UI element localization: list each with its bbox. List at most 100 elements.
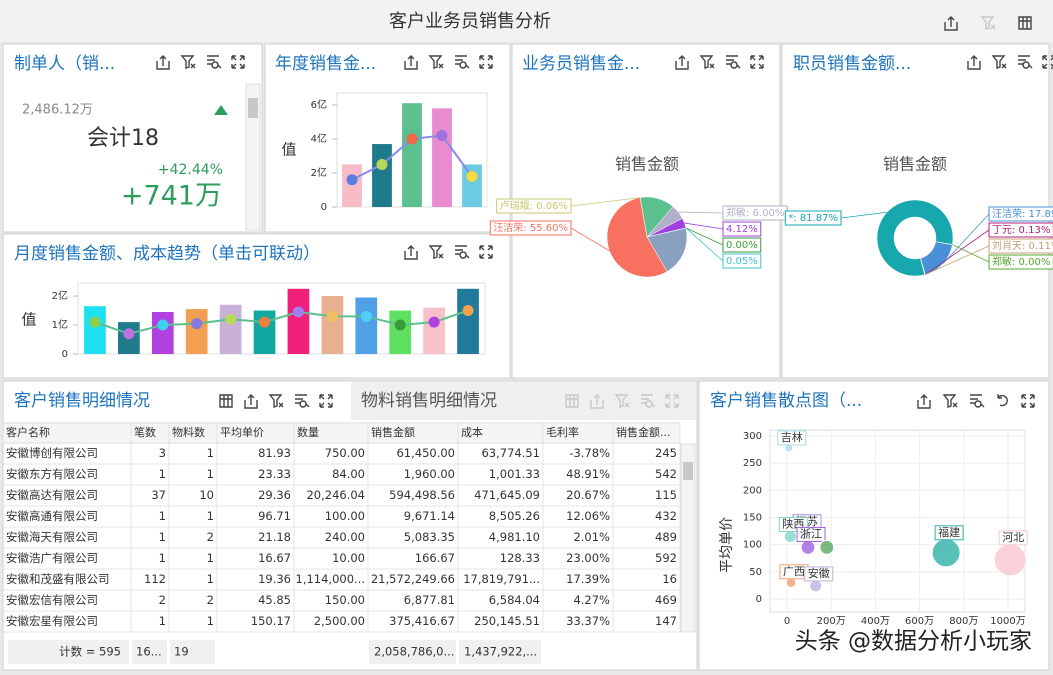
toolbar-icon[interactable]: [641, 394, 656, 408]
line-marker: [394, 319, 406, 331]
table-cell: 6,877.81: [404, 593, 455, 607]
toolbar-icon[interactable]: [565, 394, 579, 408]
bar: [185, 309, 208, 354]
line-marker: [462, 305, 474, 317]
table-cell: 4,981.10: [489, 530, 540, 544]
x-tick-label: 0: [784, 616, 790, 627]
bubble-label-box: [777, 430, 807, 446]
panel-title: 客户销售明细情况: [14, 391, 150, 411]
bubble-label-box: [804, 566, 834, 582]
toolbar-icon[interactable]: [455, 245, 470, 259]
toolbar-icon[interactable]: [219, 394, 233, 408]
table-cell: 250,145.51: [474, 614, 540, 628]
pie-slice[interactable]: [646, 227, 688, 272]
table-cell: 9,671.14: [404, 509, 455, 523]
panel-title: 月度销售金额、成本趋势（单击可联动）: [14, 244, 320, 264]
bar: [402, 103, 422, 207]
table-scrollbar[interactable]: [680, 443, 696, 633]
toolbar-icon[interactable]: [455, 55, 470, 69]
toolbar-icon[interactable]: [1042, 55, 1053, 69]
toolbar-icon[interactable]: [244, 394, 258, 409]
slice-label: 0.00%: [726, 240, 758, 251]
toolbar-icon[interactable]: [1021, 394, 1035, 408]
toolbar-icon[interactable]: [917, 394, 931, 409]
toolbar-icon[interactable]: [944, 16, 958, 31]
toolbar-icon[interactable]: [295, 394, 310, 408]
toolbar-icon[interactable]: [997, 394, 1008, 407]
toolbar-icon[interactable]: [428, 55, 444, 69]
bar: [355, 297, 378, 354]
toolbar-icon[interactable]: [428, 245, 444, 259]
pie-slice[interactable]: [606, 197, 668, 278]
toolbar-icon[interactable]: [404, 245, 418, 260]
toolbar-icon[interactable]: [479, 245, 493, 259]
pie-title: 销售金额: [615, 155, 679, 174]
toolbar-icon[interactable]: [404, 55, 418, 70]
scrollbar[interactable]: [245, 83, 261, 231]
footer-cell: 1,437,922,...: [464, 645, 537, 659]
toolbar-icon[interactable]: [675, 55, 689, 70]
pie-slice[interactable]: [876, 199, 954, 277]
line-marker: [428, 316, 440, 328]
table-scrollbar-thumb[interactable]: [683, 462, 693, 480]
toolbar-icon[interactable]: [970, 394, 985, 408]
toolbar-icon[interactable]: [207, 55, 222, 69]
toolbar-icon[interactable]: [479, 55, 493, 69]
toolbar-icon[interactable]: [614, 394, 630, 408]
tab-title[interactable]: 物料销售明细情况: [361, 391, 497, 411]
kpi-up-arrow: [214, 105, 228, 115]
leader-line: [570, 197, 641, 207]
toolbar-icon[interactable]: [319, 394, 333, 408]
table-cell: 1,001.33: [489, 467, 540, 481]
line-marker: [360, 310, 372, 322]
plot-frame: [769, 429, 1026, 613]
line-marker: [191, 318, 203, 330]
leader-line: [942, 213, 990, 264]
bubble-label-box: [998, 530, 1028, 546]
toolbar-icon[interactable]: [942, 394, 958, 408]
bubble[interactable]: [819, 539, 835, 555]
column-header: 销售金额: [371, 425, 415, 439]
bubble[interactable]: [809, 579, 823, 593]
table-cell: 8,505.26: [489, 509, 540, 523]
toolbar-icon[interactable]: [750, 55, 764, 69]
column-header: 毛利率: [546, 425, 579, 439]
toolbar-icon[interactable]: [980, 16, 996, 30]
plot-frame: [77, 282, 486, 355]
leader-line: [685, 227, 724, 262]
slice-label-box: [784, 210, 842, 226]
toolbar-icon[interactable]: [156, 55, 170, 70]
toolbar-icon[interactable]: [231, 55, 245, 69]
pie-slice[interactable]: [935, 241, 953, 245]
watermark: 头条 @数据分析小玩家: [795, 629, 1032, 655]
slice-label-box: [722, 237, 762, 253]
toolbar-icon[interactable]: [967, 55, 981, 70]
bubble[interactable]: [783, 529, 797, 543]
toolbar-icon[interactable]: [268, 394, 284, 408]
toolbar-icon[interactable]: [1018, 55, 1033, 69]
bubble-label: 浙江: [800, 527, 822, 540]
toolbar-icon[interactable]: [726, 55, 741, 69]
line-marker: [406, 133, 418, 145]
footer-cell-bg: [459, 640, 541, 664]
toolbar-icon[interactable]: [699, 55, 715, 69]
tab-inactive[interactable]: [351, 382, 696, 420]
kpi-label: 会计18: [87, 126, 159, 151]
bubble[interactable]: [800, 539, 816, 555]
bubble[interactable]: [993, 543, 1027, 577]
toolbar-icon[interactable]: [180, 55, 196, 69]
table-cell: 2: [207, 593, 214, 607]
bar: [457, 288, 479, 354]
line-marker: [225, 313, 237, 325]
slice-label: *: 81.87%: [788, 213, 838, 224]
table-cell: 81.93: [258, 446, 291, 460]
table-cell: 592: [655, 551, 677, 565]
toolbar-icon[interactable]: [665, 394, 679, 408]
scrollbar-thumb[interactable]: [248, 98, 258, 118]
y-tick-label: 2亿: [52, 289, 68, 302]
bubble[interactable]: [931, 538, 961, 568]
toolbar-icon[interactable]: [991, 55, 1007, 69]
toolbar-icon[interactable]: [1018, 16, 1032, 30]
footer-cell-bg: [369, 640, 456, 664]
toolbar-icon[interactable]: [590, 394, 604, 409]
